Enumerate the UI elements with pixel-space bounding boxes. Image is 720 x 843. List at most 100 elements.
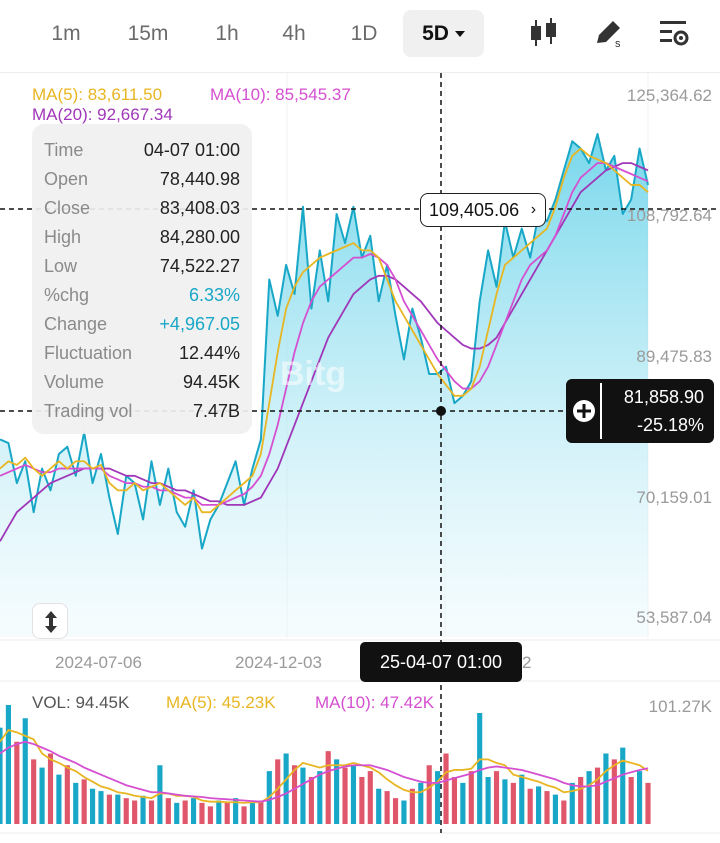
crosshair-price: 81,858.90 xyxy=(623,387,704,407)
separator xyxy=(600,383,602,439)
draw-tool-icon[interactable]: s xyxy=(590,14,628,52)
volume-bar xyxy=(468,771,474,824)
price-chart[interactable] xyxy=(0,73,720,843)
volume-bar xyxy=(73,782,79,824)
price-axis-label: 53,587.04 xyxy=(636,608,712,627)
info-value: 94.45K xyxy=(182,372,240,392)
volume-bar xyxy=(392,798,399,824)
volume-bar xyxy=(435,771,441,824)
info-row-pctchg: %chg 6.33% xyxy=(44,281,240,310)
volume-bar xyxy=(485,776,491,824)
volume-bar xyxy=(233,798,239,824)
info-row-fluctuation: Fluctuation 12.44% xyxy=(44,339,240,368)
last-price-value: 109,405.06 xyxy=(429,200,520,220)
info-label: Low xyxy=(44,256,78,276)
volume-bar xyxy=(207,806,213,824)
info-label: Change xyxy=(44,314,108,334)
last-price-pill[interactable]: 109,405.06 › xyxy=(420,193,547,227)
volume-bar xyxy=(291,765,298,824)
tab-1h[interactable]: 1h xyxy=(215,22,239,45)
info-value: 04-07 01:00 xyxy=(143,140,240,160)
tab-4h[interactable]: 4h xyxy=(282,22,306,45)
volume-bar xyxy=(342,767,348,824)
price-area xyxy=(0,134,648,637)
info-row-volume: Volume 94.45K xyxy=(44,368,240,397)
vertical-resize-icon xyxy=(45,611,57,633)
volume-bar xyxy=(477,713,483,824)
volume-bar xyxy=(637,771,643,824)
ma20-line xyxy=(0,162,649,542)
volume-bar xyxy=(5,705,11,824)
volume-bar xyxy=(451,776,458,824)
ohlc-info-panel: Time 04-07 01:00 Open 78,440.98 Close 83,40… xyxy=(32,124,252,434)
volume-bar xyxy=(325,751,331,824)
volume-bar xyxy=(401,800,407,824)
info-label: Trading vol xyxy=(44,401,133,421)
chart-area[interactable] xyxy=(0,73,720,843)
info-row-low: Low 74,522.27 xyxy=(44,252,240,281)
volume-bar xyxy=(586,771,592,824)
date-axis-label: 2 xyxy=(522,653,532,672)
info-label: Open xyxy=(44,169,89,189)
volume-bar xyxy=(611,759,617,824)
info-value: 6.33% xyxy=(188,285,240,305)
volume-bar xyxy=(578,776,584,824)
volume-bar xyxy=(56,774,62,824)
volume-bar xyxy=(81,779,87,824)
volume-bar xyxy=(443,753,449,824)
expand-button[interactable] xyxy=(32,603,68,639)
volume-bar xyxy=(569,782,575,824)
tab-5d[interactable]: 5D xyxy=(403,10,484,57)
volume-bar xyxy=(190,798,197,824)
vol-ma10-line xyxy=(0,740,649,803)
info-label: Volume xyxy=(44,372,105,392)
info-label: Close xyxy=(44,198,91,218)
crosshair-price-box[interactable]: 81,858.90 -25.18% xyxy=(566,379,714,443)
chevron-right-icon: › xyxy=(530,201,537,218)
tab-1d[interactable]: 1D xyxy=(350,22,378,45)
volume-bar xyxy=(376,788,382,824)
tab-15m[interactable]: 15m xyxy=(127,22,169,45)
volume-bar xyxy=(182,800,188,824)
info-value: 78,440.98 xyxy=(159,169,240,189)
volume-bar xyxy=(148,800,155,824)
volume-bar xyxy=(89,788,96,824)
tab-1m[interactable]: 1m xyxy=(51,22,81,45)
volume-bar xyxy=(64,765,70,824)
volume-bar xyxy=(628,776,634,824)
candlestick-icon[interactable] xyxy=(525,14,563,52)
crosshair-percent: -25.18% xyxy=(636,415,704,435)
volume-bar xyxy=(359,776,365,824)
info-label: %chg xyxy=(44,285,90,305)
volume-bar xyxy=(536,786,542,824)
vol-ma5-legend: MA(5): 45.23K xyxy=(166,693,276,712)
add-order-icon[interactable] xyxy=(572,399,596,423)
volume-bar xyxy=(22,718,28,824)
volume-bar xyxy=(552,794,559,824)
volume-bar xyxy=(258,800,264,824)
caret-down-icon xyxy=(454,31,465,38)
timeframe-bar: 1m 15m 1h 4h 1D 5D s xyxy=(0,0,720,70)
volume-bar xyxy=(603,753,609,824)
volume-bar xyxy=(275,759,281,824)
info-row-high: High 84,280.00 xyxy=(44,223,240,252)
date-axis-label: 2024-07-06 xyxy=(55,653,142,672)
vol-ma5-line xyxy=(0,728,649,804)
volume-bar xyxy=(165,798,171,824)
ma20-legend: MA(20): 92,667.34 xyxy=(32,105,173,124)
volume-bar xyxy=(334,759,340,824)
volume-bar xyxy=(493,771,500,824)
ma10-line xyxy=(0,162,649,506)
svg-text:s: s xyxy=(615,38,621,50)
info-label: Time xyxy=(44,140,84,160)
volume-bar xyxy=(14,741,20,824)
chart-settings-icon[interactable] xyxy=(655,14,693,52)
tab-5d-label: 5D xyxy=(422,22,449,45)
volume-bar xyxy=(350,765,357,824)
vol-legend: VOL: 94.45K xyxy=(32,693,130,712)
info-value: 83,408.03 xyxy=(159,198,240,218)
info-value: +4,967.05 xyxy=(159,314,240,334)
volume-bar xyxy=(409,788,415,824)
volume-bar xyxy=(502,779,508,824)
info-row-trading-vol: Trading vol 7.47B xyxy=(44,397,240,426)
